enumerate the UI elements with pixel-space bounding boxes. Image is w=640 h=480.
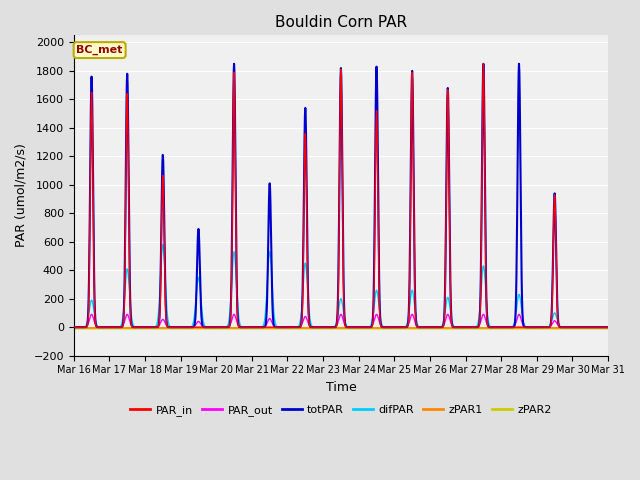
Legend: PAR_in, PAR_out, totPAR, difPAR, zPAR1, zPAR2: PAR_in, PAR_out, totPAR, difPAR, zPAR1, … (126, 401, 556, 420)
Y-axis label: PAR (umol/m2/s): PAR (umol/m2/s) (15, 144, 28, 247)
Title: Bouldin Corn PAR: Bouldin Corn PAR (275, 15, 407, 30)
X-axis label: Time: Time (326, 381, 356, 394)
Text: BC_met: BC_met (76, 45, 123, 55)
